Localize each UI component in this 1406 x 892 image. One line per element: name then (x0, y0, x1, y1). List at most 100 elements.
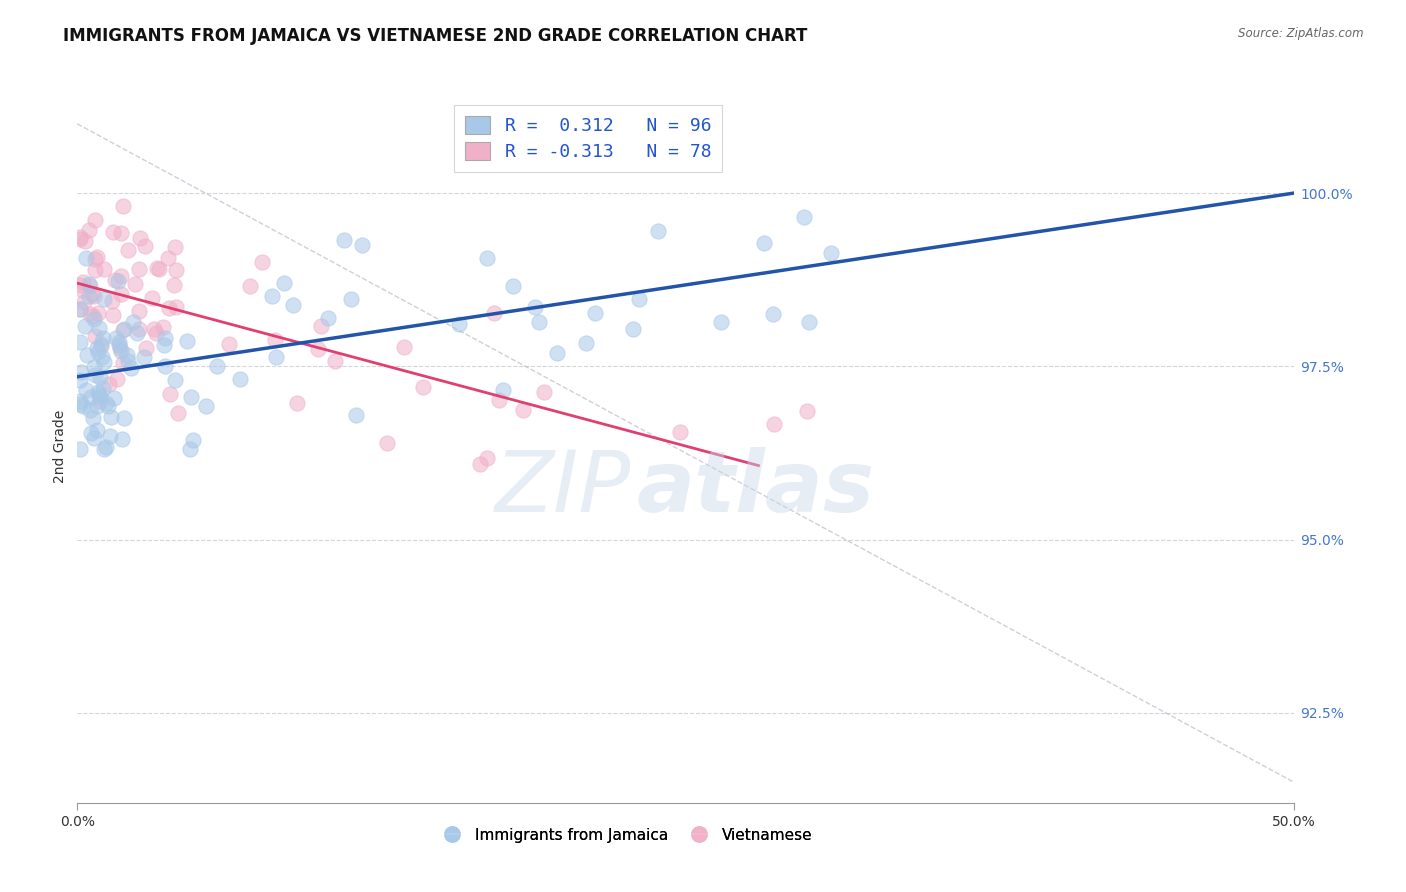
Point (146, 260, 169, 275)
Point (141, 292, 163, 306)
Point (96, 440, 118, 454)
Point (82, 411, 104, 425)
Point (89, 394, 111, 409)
Point (262, 289, 284, 303)
Point (264, 350, 287, 364)
Point (145, 326, 167, 340)
Point (512, 402, 534, 417)
Point (195, 399, 218, 413)
Text: atlas: atlas (637, 447, 875, 531)
Point (333, 233, 356, 247)
Point (148, 262, 170, 277)
Point (129, 231, 152, 245)
Point (82, 309, 104, 323)
Point (80, 390, 103, 404)
Point (110, 343, 132, 358)
Point (163, 373, 186, 387)
Point (340, 292, 363, 306)
Point (83, 329, 105, 343)
Point (89, 370, 111, 384)
Point (533, 385, 555, 400)
Text: ZIP: ZIP (495, 447, 631, 531)
Point (502, 279, 524, 293)
Point (108, 341, 131, 355)
Point (89, 321, 111, 335)
Point (86, 306, 108, 320)
Point (91, 381, 114, 395)
Point (77, 288, 100, 302)
Point (80, 425, 103, 440)
Point (281, 298, 304, 312)
Point (110, 268, 132, 283)
Point (79, 307, 101, 321)
Point (793, 211, 815, 225)
Point (153, 359, 176, 374)
Point (77, 277, 100, 292)
Point (157, 251, 180, 265)
Point (134, 238, 156, 252)
Point (524, 300, 547, 314)
Point (89, 386, 111, 401)
Point (125, 326, 148, 340)
Point (527, 315, 550, 329)
Point (72, 399, 94, 413)
Point (124, 277, 146, 291)
Point (89, 390, 111, 404)
Point (97, 376, 120, 391)
Point (107, 274, 129, 288)
Point (152, 319, 174, 334)
Point (307, 342, 329, 356)
Point (108, 334, 131, 349)
Point (153, 331, 176, 345)
Point (128, 322, 150, 336)
Point (73, 294, 96, 309)
Point (165, 300, 187, 314)
Point (69, 373, 91, 387)
Point (111, 433, 134, 447)
Point (392, 340, 415, 354)
Point (110, 226, 132, 240)
Point (180, 390, 202, 404)
Point (546, 346, 568, 360)
Point (101, 309, 124, 323)
Point (112, 322, 135, 336)
Point (103, 391, 125, 405)
Point (93, 292, 115, 306)
Point (91, 331, 114, 345)
Point (87, 345, 110, 359)
Point (273, 276, 295, 290)
Point (132, 350, 155, 364)
Point (797, 315, 820, 329)
Point (75, 251, 97, 265)
Point (93, 262, 115, 277)
Point (69, 393, 91, 408)
Point (105, 372, 128, 386)
Point (128, 303, 150, 318)
Point (470, 457, 492, 471)
Point (621, 322, 644, 336)
Point (83, 312, 105, 326)
Point (84, 262, 107, 277)
Point (710, 315, 733, 329)
Point (93, 355, 115, 369)
Point (447, 317, 470, 331)
Point (218, 337, 240, 351)
Point (94, 396, 117, 410)
Point (762, 417, 785, 432)
Point (93, 442, 115, 457)
Point (100, 294, 122, 309)
Point (86, 342, 108, 356)
Point (110, 287, 132, 301)
Text: IMMIGRANTS FROM JAMAICA VS VIETNAMESE 2ND GRADE CORRELATION CHART: IMMIGRANTS FROM JAMAICA VS VIETNAMESE 2N… (63, 27, 807, 45)
Point (325, 353, 347, 368)
Point (105, 331, 128, 345)
Point (352, 237, 374, 252)
Point (583, 306, 606, 320)
Point (79, 222, 101, 236)
Point (344, 408, 367, 422)
Point (70, 283, 93, 297)
Point (86, 251, 108, 265)
Point (69, 335, 91, 350)
Point (488, 393, 510, 408)
Point (575, 335, 598, 350)
